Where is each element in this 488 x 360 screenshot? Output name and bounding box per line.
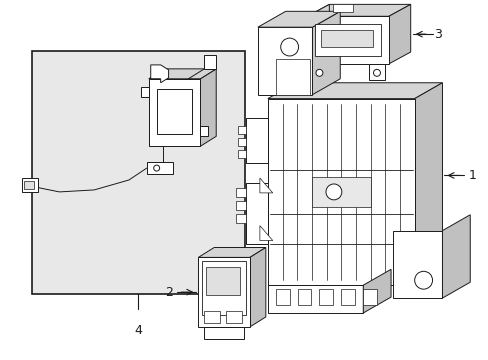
Circle shape [414,271,432,289]
Polygon shape [267,99,414,285]
Bar [341,289,354,305]
Circle shape [325,184,341,200]
Polygon shape [307,4,328,26]
Text: 1: 1 [468,169,475,182]
Polygon shape [392,231,442,298]
Bar [202,261,245,315]
Polygon shape [236,214,245,223]
Polygon shape [388,4,410,64]
Polygon shape [238,138,245,146]
Polygon shape [245,183,267,244]
Polygon shape [368,64,384,80]
Polygon shape [333,4,352,12]
Bar [24,181,34,189]
Polygon shape [267,285,363,313]
Polygon shape [442,215,469,298]
Polygon shape [200,126,208,136]
Polygon shape [21,178,38,192]
Polygon shape [238,150,245,158]
Bar [225,311,242,323]
Polygon shape [204,327,244,339]
Bar [315,24,380,56]
Bar [156,89,192,134]
Polygon shape [249,247,265,327]
Polygon shape [259,178,272,193]
Polygon shape [198,257,249,327]
Polygon shape [257,11,340,27]
Text: 4: 4 [134,324,142,337]
Bar [206,267,240,295]
Polygon shape [236,188,245,197]
Circle shape [315,69,322,76]
Bar [275,289,289,305]
Circle shape [373,69,380,76]
Polygon shape [275,59,310,95]
Text: 2: 2 [164,285,172,299]
Bar [204,311,220,323]
Bar [297,289,311,305]
Bar [321,30,372,47]
Polygon shape [200,69,216,146]
Polygon shape [236,201,245,210]
Bar [319,289,333,305]
Polygon shape [307,16,388,64]
Polygon shape [311,64,326,80]
Polygon shape [148,69,216,79]
Polygon shape [204,55,216,69]
Bar [362,289,376,305]
Polygon shape [146,162,172,174]
Polygon shape [148,79,200,146]
Polygon shape [259,226,272,240]
Polygon shape [414,83,442,285]
Polygon shape [150,65,168,83]
Polygon shape [312,11,340,95]
Polygon shape [267,83,442,99]
Polygon shape [141,87,148,96]
Circle shape [280,38,298,56]
Circle shape [153,165,160,171]
Polygon shape [245,118,267,163]
Polygon shape [311,177,370,207]
Polygon shape [188,69,216,79]
Polygon shape [307,4,410,16]
Bar [32,51,244,294]
Polygon shape [363,269,390,313]
Polygon shape [257,27,312,95]
Polygon shape [238,126,245,134]
Polygon shape [198,247,265,257]
Text: 3: 3 [434,28,442,41]
